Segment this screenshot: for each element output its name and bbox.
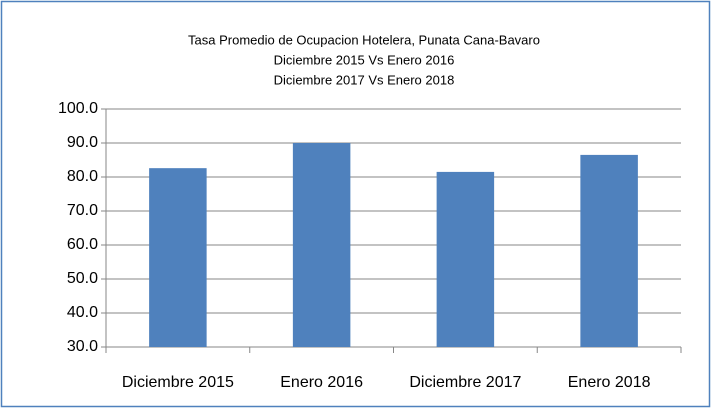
y-tick-label: 100.0 <box>58 100 98 117</box>
y-tick-label: 80.0 <box>67 168 98 185</box>
y-tick-label: 30.0 <box>67 338 98 355</box>
bar <box>580 154 638 347</box>
y-tick-label: 40.0 <box>67 304 98 321</box>
x-tick-label: Diciembre 2015 <box>122 374 234 391</box>
chart-subtitle: Diciembre 2015 Vs Enero 2016 <box>274 52 455 67</box>
x-tick-label: Enero 2016 <box>280 374 363 391</box>
y-tick-label: 60.0 <box>67 236 98 253</box>
bar <box>149 168 207 347</box>
x-tick-label: Diciembre 2017 <box>409 374 521 391</box>
x-tick-label: Enero 2018 <box>568 374 651 391</box>
chart-subtitle: Diciembre 2017 Vs Enero 2018 <box>274 72 455 87</box>
bar <box>292 143 351 347</box>
bar <box>436 171 495 347</box>
y-tick-label: 70.0 <box>67 202 98 219</box>
chart-title: Tasa Promedio de Ocupacion Hotelera, Pun… <box>188 32 540 47</box>
y-tick-label: 50.0 <box>67 270 98 287</box>
y-tick-label: 90.0 <box>67 134 98 151</box>
